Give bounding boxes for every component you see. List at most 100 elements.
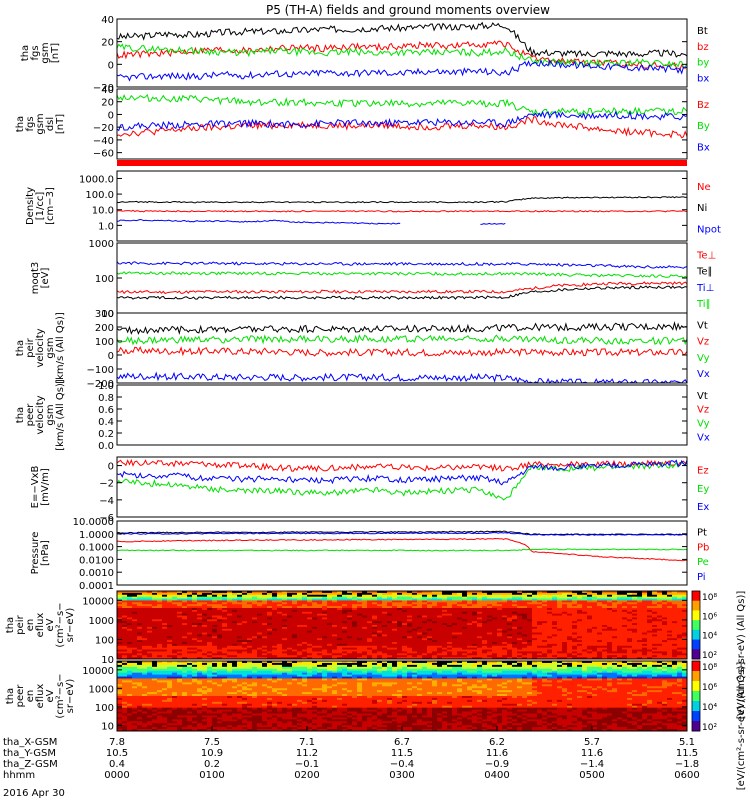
- panel-9: 10000 1000 100 10 tha peer en eflux eV (cm²−s− sr−…: [5, 660, 688, 732]
- ytick-label: −6: [99, 513, 114, 524]
- panel-frame-0: [116, 18, 688, 88]
- svg-text:[eV]: [eV]: [40, 268, 51, 289]
- series-line-Vx: [116, 371, 688, 385]
- legend-Vy: Vy: [697, 419, 710, 430]
- ytick-label: 1.0: [98, 381, 114, 392]
- panel-frame-6: [116, 456, 688, 518]
- series-line-Te∥: [116, 285, 688, 300]
- series-line-bx: [116, 59, 688, 82]
- panel-5: 1.00.80.60.40.20.0 tha peer velocity gsm [km/…: [15, 379, 710, 452]
- xtick-label: 11.5: [676, 748, 698, 759]
- series-line-Vt: [116, 320, 688, 335]
- legend-Vt: Vt: [697, 320, 708, 331]
- ytick-label: 0.0010: [79, 568, 114, 579]
- ylabel-9: tha peer en eflux eV (cm²−s− sr−eV): [5, 673, 76, 718]
- svg-text:(cm²−s−: (cm²−s−: [55, 602, 66, 647]
- series-line-by: [116, 43, 688, 69]
- spectrogram-8: [117, 591, 688, 660]
- xtick-label: 0000: [104, 770, 129, 781]
- series-line-Ti⊥: [116, 261, 688, 269]
- series-Ti⊥: [116, 261, 688, 269]
- colorbar-1: 10⁸ 10⁶ 10⁴ 10² [eV/(cm²-s-sr-eV) (All Qs)]: [691, 660, 747, 790]
- legend-Pi: Pi: [697, 572, 706, 583]
- xtick-label: 11.5: [391, 748, 413, 759]
- series-line-Npot: [116, 218, 506, 225]
- svg-text:tha: tha: [20, 45, 31, 61]
- svg-text:moqt3: moqt3: [30, 262, 41, 295]
- ytick-label: 0.0001: [79, 581, 114, 592]
- series-bx: [116, 59, 688, 82]
- series-Ey: [116, 461, 688, 501]
- colorbar-tick: 10⁸: [702, 663, 717, 673]
- xtick-label: 7.8: [109, 737, 125, 748]
- panel-8: 10000 1000 100 10 tha peir en eflux eV (cm²−s− sr−…: [5, 590, 688, 666]
- series-Ex: [116, 459, 688, 486]
- ytick-label: 10: [101, 721, 114, 732]
- svg-text:[cm−3]: [cm−3]: [45, 187, 56, 225]
- quality-flag-bar: [117, 160, 687, 166]
- series-line-Ti∥: [116, 271, 688, 279]
- legend-bx: bx: [697, 74, 709, 85]
- xtick-label: 7.1: [299, 737, 315, 748]
- xtick-label: −1.8: [675, 759, 699, 770]
- panel-7: 10.0000 1.0000 0.10000.0100 0.0010 0.0001 Pre…: [30, 517, 709, 592]
- legend-Vz: Vz: [697, 405, 709, 416]
- panel-0: 40 20 0 −20 tha fgs gsm [nT] Bt bz by bx: [20, 15, 709, 94]
- ylabel-5: tha peer velocity gsm [km/s (All Qs)]: [15, 379, 66, 451]
- legend-Ex: Ex: [697, 502, 709, 513]
- ytick-label: 0: [108, 110, 114, 121]
- ytick-label: −200: [87, 379, 114, 390]
- ytick-label: 200: [95, 323, 114, 334]
- legend-Bx: Bx: [697, 142, 710, 153]
- legend-Pt: Pt: [697, 527, 707, 538]
- xaxis-row-label: tha_X-GSM: [3, 737, 57, 748]
- xaxis-row-label: tha_Y-GSM: [3, 748, 56, 759]
- figure-title: P5 (TH-A) fields and ground moments over…: [266, 3, 550, 17]
- xtick-label: 11.6: [486, 748, 508, 759]
- legend-Npot: Npot: [697, 224, 721, 235]
- ytick-label: 0: [108, 351, 114, 362]
- ytick-label: 0.6: [98, 405, 114, 416]
- colorbar-tick: 10⁴: [702, 632, 717, 642]
- series-Pi: [116, 531, 688, 536]
- xtick-label: 6.7: [394, 737, 410, 748]
- series-line-Ex: [116, 459, 688, 486]
- series-Te∥: [116, 285, 688, 300]
- legend-Vx: Vx: [697, 433, 710, 444]
- legend-Ne: Ne: [697, 182, 711, 193]
- panel-frame-4: [116, 312, 688, 384]
- ytick-label: −20: [93, 123, 114, 134]
- panel-2: 1000.0 100.0 10.0 1.0 Density [1/cc] [cm−3] Ne N…: [25, 170, 721, 242]
- ylabel-4: tha peir velocity gsm [km/s (All Qs)]: [15, 312, 66, 384]
- xtick-label: 11.6: [581, 748, 603, 759]
- ytick-label: 100.0: [85, 190, 114, 201]
- legend-Te∥: Te∥: [696, 267, 713, 278]
- series-line-By: [116, 93, 688, 117]
- xtick-label: 6.2: [489, 737, 505, 748]
- svg-text:eV: eV: [45, 618, 56, 631]
- series-line-Bz: [116, 116, 688, 139]
- legend-Pb: Pb: [697, 542, 709, 553]
- series-Ti∥: [116, 271, 688, 279]
- ytick-label: 10000: [82, 596, 114, 607]
- svg-text:fgs: fgs: [25, 116, 36, 131]
- series-Npot: [116, 218, 506, 225]
- legend-bz: bz: [697, 42, 709, 53]
- svg-text:[nT]: [nT]: [50, 43, 61, 63]
- xtick-label: 10.9: [201, 748, 223, 759]
- series-bz: [116, 40, 688, 71]
- svg-text:dsl: dsl: [45, 117, 56, 131]
- ylabel-0: tha fgs gsm [nT]: [20, 42, 61, 63]
- xtick-label: −0.4: [390, 759, 414, 770]
- legend-Vy: Vy: [697, 353, 710, 364]
- svg-text:gsm: gsm: [40, 42, 51, 63]
- panel-frame-7: [116, 520, 688, 586]
- ytick-label: 100: [95, 337, 114, 348]
- series-Vy: [116, 334, 688, 346]
- svg-text:[nPa]: [nPa]: [40, 540, 51, 566]
- ytick-label: −100: [87, 365, 114, 376]
- series-line-Ey: [116, 461, 688, 501]
- xtick-label: −0.1: [295, 759, 319, 770]
- xtick-label: 0500: [579, 770, 604, 781]
- legend-Te⊥: Te⊥: [696, 250, 716, 261]
